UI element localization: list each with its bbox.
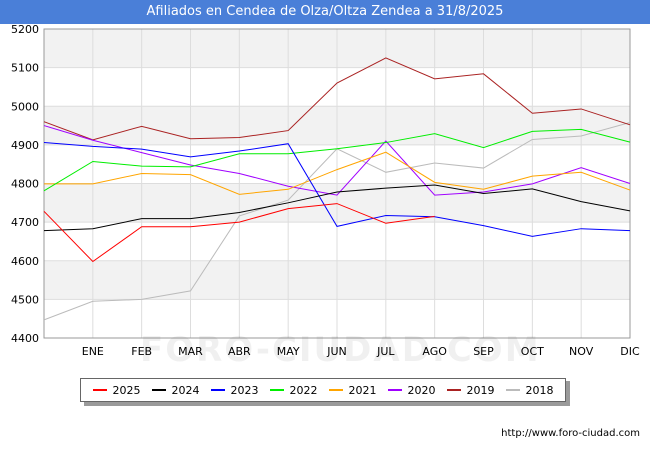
series-line-2023 xyxy=(43,142,631,237)
legend-label: 2021 xyxy=(348,383,377,397)
legend-label: 2022 xyxy=(289,383,318,397)
chart-title: Afiliados en Cendea de Olza/Oltza Zendea… xyxy=(0,0,650,24)
legend-item-2023: 2023 xyxy=(210,383,259,397)
y-tick-label: 4600 xyxy=(11,255,39,268)
legend-swatch xyxy=(92,389,107,391)
series-line-2025 xyxy=(43,203,435,263)
legend-swatch xyxy=(151,389,166,391)
legend-swatch xyxy=(387,389,402,391)
legend-item-2025: 2025 xyxy=(92,383,141,397)
y-tick-label: 5000 xyxy=(11,100,39,113)
legend-swatch xyxy=(269,389,284,391)
x-tick-label: JUN xyxy=(326,345,347,358)
y-tick-labels: 4400 4500 4600 4700 4800 4900 5000 5100 5200 xyxy=(11,23,39,345)
series-line-2021 xyxy=(44,151,631,195)
legend-label: 2019 xyxy=(466,383,495,397)
series-line-2024 xyxy=(43,184,631,232)
legend-item-2020: 2020 xyxy=(387,383,436,397)
x-tick-label: MAY xyxy=(277,345,300,358)
legend: 2025 2024 2023 2022 2021 2020 2019 2018 xyxy=(80,378,566,402)
legend-swatch xyxy=(446,389,461,391)
legend-item-2018: 2018 xyxy=(505,383,554,397)
x-tick-label: JUL xyxy=(376,345,395,358)
x-tick-label: ENE xyxy=(82,345,104,358)
x-tick-label: OCT xyxy=(521,345,544,358)
y-tick-label: 4900 xyxy=(11,139,39,152)
legend-label: 2025 xyxy=(112,383,141,397)
legend-label: 2018 xyxy=(525,383,554,397)
legend-swatch xyxy=(210,389,225,391)
legend-item-2022: 2022 xyxy=(269,383,318,397)
x-tick-label: AGO xyxy=(422,345,447,358)
series-lines xyxy=(43,57,631,321)
series-line-2022 xyxy=(43,128,631,192)
x-tick-label: ABR xyxy=(228,345,251,358)
y-tick-label: 4800 xyxy=(11,178,39,191)
legend-label: 2024 xyxy=(171,383,200,397)
legend-item-2019: 2019 xyxy=(446,383,495,397)
source-url: http://www.foro-ciudad.com xyxy=(501,428,640,439)
series-line-2019 xyxy=(43,57,631,141)
y-tick-label: 5100 xyxy=(11,62,39,75)
x-tick-label: NOV xyxy=(569,345,594,358)
x-tick-label: DIC xyxy=(620,345,640,358)
y-tick-label: 4700 xyxy=(11,216,39,229)
x-tick-label: SEP xyxy=(473,345,494,358)
legend-item-2021: 2021 xyxy=(328,383,377,397)
x-tick-label: FEB xyxy=(131,345,152,358)
x-tick-labels: ENE FEB MAR ABR MAY JUN JUL AGO SEP OCT NOV DIC xyxy=(82,345,640,358)
y-tick-label: 4400 xyxy=(11,332,39,345)
y-tick-label: 5200 xyxy=(11,23,39,36)
y-tick-label: 4500 xyxy=(11,293,39,306)
x-tick-label: MAR xyxy=(178,345,203,358)
legend-swatch xyxy=(505,389,520,391)
legend-label: 2023 xyxy=(230,383,259,397)
legend-item-2024: 2024 xyxy=(151,383,200,397)
series-line-2020 xyxy=(43,125,631,196)
legend-swatch xyxy=(328,389,343,391)
legend-label: 2020 xyxy=(407,383,436,397)
